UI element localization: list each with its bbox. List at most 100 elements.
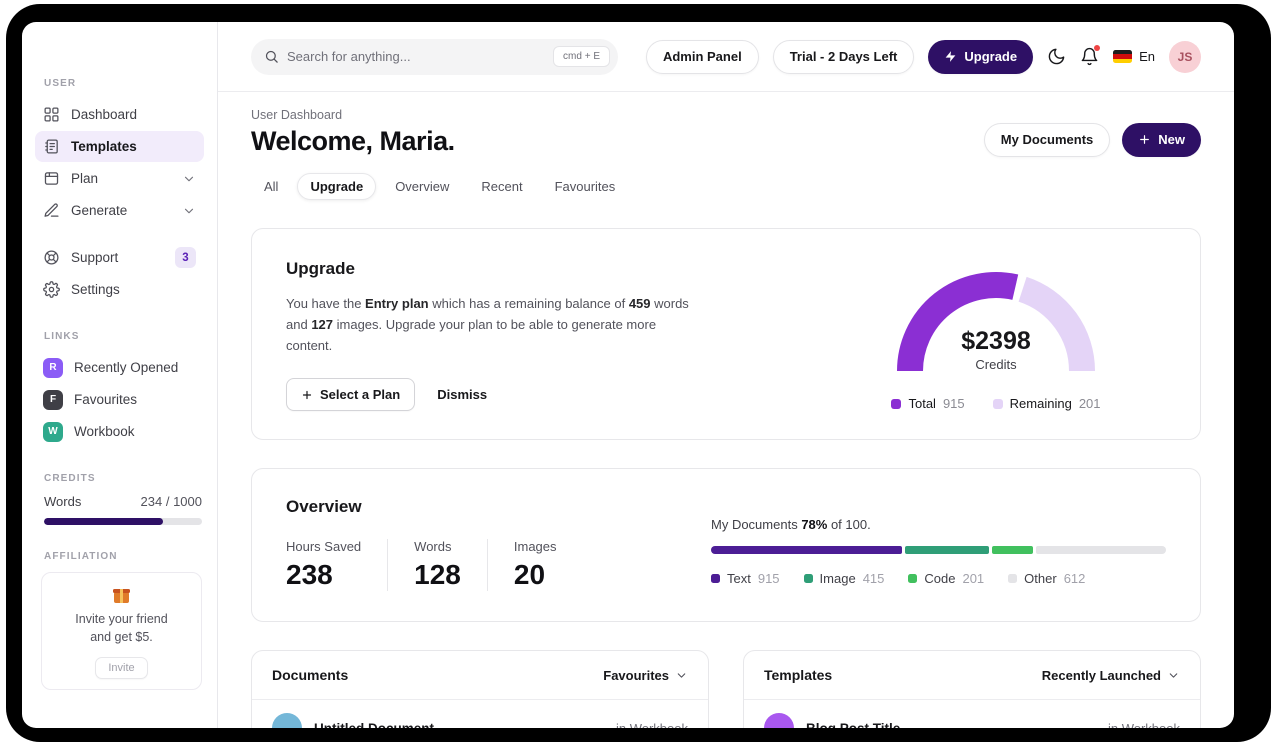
sidebar-section-credits: CREDITS <box>44 473 96 484</box>
upgrade-button[interactable]: Upgrade <box>928 39 1034 74</box>
gauge-chart: $2398 Credits <box>897 272 1095 372</box>
notifications-button[interactable] <box>1080 45 1101 66</box>
sidebar-item-templates[interactable]: Templates <box>35 131 204 162</box>
topbar: cmd + E Admin Panel Trial - 2 Days Left … <box>218 22 1234 92</box>
overview-card-title: Overview <box>286 497 362 517</box>
segment-code <box>992 546 1034 555</box>
gauge-total-arc <box>897 272 1019 372</box>
select-plan-button[interactable]: Select a Plan <box>286 378 416 412</box>
documents-progress-label: My Documents 78% of 100. <box>711 517 871 533</box>
sidebar-item-plan[interactable]: Plan <box>35 163 204 194</box>
documents-card: Documents Favourites Untitled Document i… <box>251 650 709 728</box>
plus-icon <box>302 390 312 399</box>
link-avatar: W <box>43 421 63 442</box>
sidebar-item-label: Templates <box>71 139 137 154</box>
sidebar-item-recently-opened[interactable]: R Recently Opened <box>35 352 204 383</box>
tab-recent[interactable]: Recent <box>481 179 523 194</box>
sidebar-section-links: LINKS <box>44 331 80 342</box>
documents-progress: My Documents 78% of 100. Text 915 <box>711 497 1166 591</box>
sidebar-item-dashboard[interactable]: Dashboard <box>35 99 204 130</box>
gear-icon <box>43 281 60 298</box>
language-selector[interactable]: En <box>1113 49 1155 64</box>
lightning-icon <box>945 51 956 62</box>
search-input[interactable] <box>287 49 546 64</box>
app-window: USER Dashboard Templates Plan Generate S… <box>22 22 1234 728</box>
legend-swatch <box>891 398 902 409</box>
user-avatar-button[interactable]: JS <box>1169 40 1201 73</box>
invite-button[interactable]: Invite <box>95 657 148 680</box>
main-content: User Dashboard Welcome, Maria. My Docume… <box>218 92 1234 728</box>
tab-all[interactable]: All <box>264 179 279 194</box>
document-title: Untitled Document <box>314 721 434 728</box>
sidebar-item-settings[interactable]: Settings <box>35 274 204 305</box>
template-title: Blog Post Title <box>806 721 900 728</box>
tab-bar: All Upgrade Overview Recent Favourites <box>251 173 1201 200</box>
pencil-icon <box>44 203 59 217</box>
chevron-down-icon <box>677 672 686 678</box>
credits-gauge: $2398 Credits Total 915 Remaining 201 <box>836 259 1156 411</box>
sidebar-item-support[interactable]: Support 3 <box>35 242 204 273</box>
admin-panel-button[interactable]: Admin Panel <box>645 39 759 74</box>
template-list-item[interactable]: Blog Post Title in Workbook <box>744 700 1200 728</box>
search-bar[interactable]: cmd + E <box>251 38 618 75</box>
credits-value: 234 / 1000 <box>140 494 202 509</box>
legend-swatch <box>908 574 918 584</box>
sidebar-item-favourites[interactable]: F Favourites <box>35 384 204 415</box>
affiliation-text-line2: and get $5. <box>90 630 153 645</box>
template-avatar <box>764 713 794 728</box>
overview-card: Overview Hours Saved 238 Words 128 <box>251 468 1201 623</box>
moon-icon <box>1048 48 1065 65</box>
search-icon <box>265 50 278 63</box>
sidebar-item-label: Settings <box>71 282 120 297</box>
sidebar-section-user: USER <box>44 78 77 89</box>
document-location: in Workbook <box>616 721 688 728</box>
language-label: En <box>1139 49 1155 64</box>
avatar: JS <box>1169 40 1201 73</box>
credits-progress-track <box>44 518 202 525</box>
dark-mode-toggle[interactable] <box>1047 47 1066 66</box>
affiliation-card: Invite your friend and get $5. Invite <box>41 572 202 691</box>
segment-other <box>1036 546 1166 555</box>
legend-code: Code 201 <box>908 571 984 586</box>
lifebuoy-icon <box>44 250 59 265</box>
legend-remaining: Remaining 201 <box>992 396 1101 411</box>
link-avatar: R <box>43 357 63 378</box>
stacked-progress-bar <box>711 546 1166 555</box>
sidebar-item-workbook[interactable]: W Workbook <box>35 416 204 447</box>
support-badge: 3 <box>175 247 196 268</box>
legend-text: Text 915 <box>711 571 780 586</box>
legend-other: Other 612 <box>1008 571 1085 586</box>
new-button[interactable]: New <box>1122 122 1201 157</box>
plus-icon <box>1140 135 1150 144</box>
page-title: Welcome, Maria. <box>251 126 455 156</box>
sidebar-item-label: Favourites <box>74 392 138 407</box>
german-flag-icon <box>1113 50 1133 63</box>
upgrade-card-title: Upgrade <box>286 259 355 278</box>
tab-overview[interactable]: Overview <box>395 179 450 194</box>
dismiss-button[interactable]: Dismiss <box>437 387 488 403</box>
legend-image: Image 415 <box>803 571 884 586</box>
stat-hours-saved: Hours Saved 238 <box>286 539 362 591</box>
divider <box>486 539 488 592</box>
sidebar-item-generate[interactable]: Generate <box>35 195 204 226</box>
grid-icon <box>44 107 59 122</box>
credits-progress-fill <box>44 518 163 525</box>
tab-upgrade[interactable]: Upgrade <box>297 173 377 200</box>
divider <box>387 539 389 592</box>
trial-button[interactable]: Trial - 2 Days Left <box>772 39 915 74</box>
sidebar: USER Dashboard Templates Plan Generate S… <box>22 22 218 728</box>
sidebar-item-label: Support <box>71 250 119 265</box>
sidebar-item-label: Workbook <box>74 424 135 439</box>
templates-filter-dropdown[interactable]: Recently Launched <box>1042 668 1180 683</box>
chevron-down-icon <box>1169 672 1178 678</box>
documents-filter-dropdown[interactable]: Favourites <box>603 668 688 683</box>
my-documents-button[interactable]: My Documents <box>983 122 1111 157</box>
sidebar-item-label: Recently Opened <box>74 360 179 375</box>
gift-icon <box>113 586 130 603</box>
sidebar-item-label: Generate <box>71 203 128 218</box>
chevron-down-icon <box>184 208 194 213</box>
document-list-item[interactable]: Untitled Document in Workbook <box>252 700 708 728</box>
tab-favourites[interactable]: Favourites <box>554 179 616 194</box>
gauge-remaining-arc <box>1018 276 1095 372</box>
template-location: in Workbook <box>1108 721 1180 728</box>
